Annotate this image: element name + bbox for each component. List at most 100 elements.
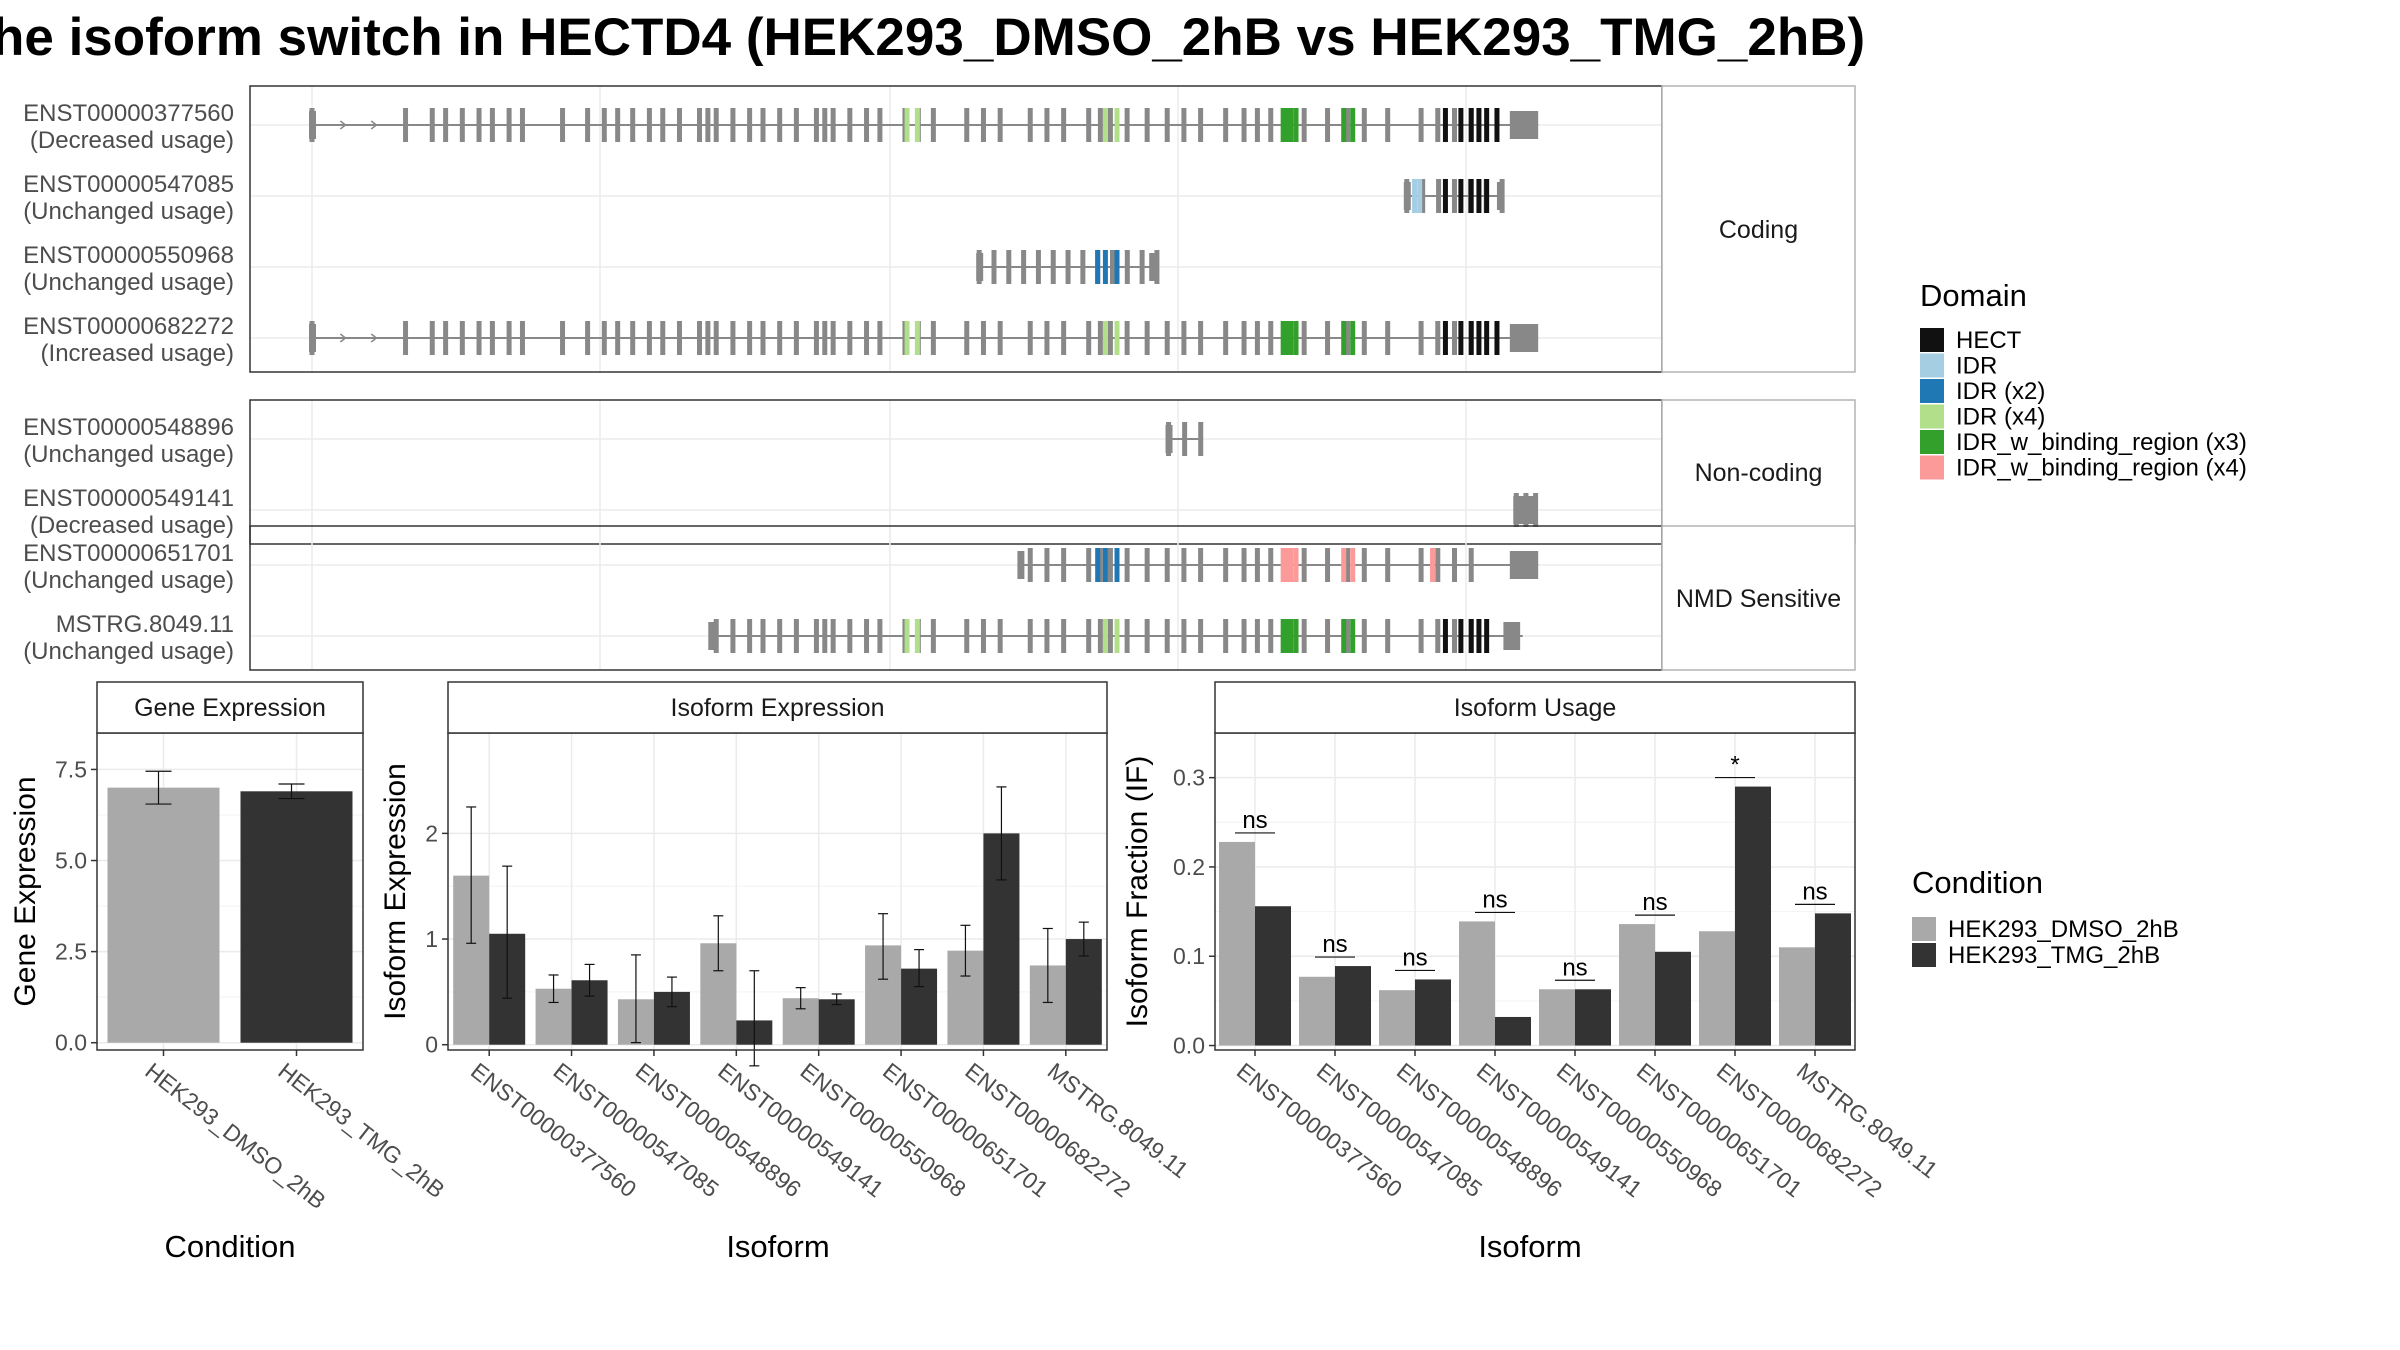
exon-block [1006,250,1012,284]
domain-exon [1102,619,1108,653]
exon-block [997,619,1003,653]
exon-block [1241,619,1247,653]
exon-block [813,321,819,355]
domain-legend-label: HECT [1956,327,2022,354]
exon-block [1268,108,1274,142]
exon-block [1418,321,1424,355]
domain-exon [1458,108,1464,142]
y-tick-label: 2 [425,820,438,846]
domain-exon [1484,179,1490,213]
exon-block [1044,108,1050,142]
exon-block [930,619,936,653]
strand-arrow-icon [339,333,347,343]
exon-block [601,108,607,142]
domain-exon [1350,108,1356,142]
exon-block [1164,108,1170,142]
domain-exon [1114,108,1120,142]
exon-block [1124,548,1130,582]
exon-block [1144,108,1150,142]
exon-block [1050,250,1056,284]
exon-block [1021,250,1027,284]
exon-block [1086,619,1092,653]
domain-legend-swatch [1920,455,1944,480]
exon-block [822,321,828,355]
exon-block [1435,619,1441,653]
exon-block [1044,548,1050,582]
exon-block [1385,619,1391,653]
utr-block [1496,182,1503,210]
exon-block [1241,108,1247,142]
panel-strip-label: Gene Expression [134,694,326,722]
exon-block [1418,108,1424,142]
exon-block [1198,619,1204,653]
domain-exon [904,108,910,142]
domain-exon [1293,548,1299,582]
isoform-usage-label: (Unchanged usage) [23,638,234,665]
exon-block [1182,422,1188,456]
domain-exon [1468,108,1474,142]
exon-block [1165,425,1173,453]
bar-HEK293_TMG_2hB-ENST00000651701 [1655,951,1691,1046]
exon-block [760,619,766,653]
exon-block [1325,321,1331,355]
exon-block [713,321,719,355]
exon-block [864,321,870,355]
exon-block [1164,321,1170,355]
domain-exon [904,321,910,355]
exon-block [1027,548,1033,582]
exon-block [991,250,997,284]
exon-block [1301,619,1307,653]
structure-section-label: Coding [1719,216,1798,244]
exon-block [1086,548,1092,582]
exon-block [1436,179,1442,213]
exon-block [585,108,591,142]
exon-block [585,321,591,355]
exon-block [1107,321,1113,355]
bar-HEK293_TMG_2hB-ENST00000550968 [818,999,855,1045]
domain-exon [1442,108,1448,142]
significance-label: * [1730,752,1739,779]
x-tick-label: MSTRG.8049.11 [1792,1057,1943,1183]
exon-block [1223,108,1229,142]
y-tick-label: 0 [425,1032,438,1058]
domain-exon [1280,108,1286,142]
isoform-usage-label: (Decreased usage) [30,512,234,539]
exon-block [476,321,482,355]
exon-block [1361,108,1367,142]
domain-exon [1280,548,1286,582]
domain-exon [1350,548,1356,582]
exon-block [964,619,970,653]
exon-block [1097,619,1103,653]
domain-legend-swatch [1920,430,1944,454]
domain-exon [1476,108,1482,142]
domain-exon [1293,321,1299,355]
bar-panel-2: 012ENST00000377560ENST00000547085ENST000… [379,681,1194,1264]
exon-block [1451,619,1457,653]
exon-block [877,619,883,653]
exon-block [1198,108,1204,142]
exon-block [730,321,736,355]
exon-block [1061,108,1067,142]
isoform-id-label: ENST00000549141 [23,485,234,512]
domain-exon [1280,321,1286,355]
significance-label: ns [1402,944,1427,971]
domain-exon [1114,548,1120,582]
x-tick-label: MSTRG.8049.11 [1043,1057,1194,1183]
exon-block [830,108,836,142]
exon-block [877,108,883,142]
exon-block [1385,548,1391,582]
exon-block [930,108,936,142]
domain-exon [914,108,920,142]
domain-exon [1350,619,1356,653]
exon-block [1061,548,1067,582]
exon-block [997,321,1003,355]
bar-HEK293_TMG_2hB [240,791,353,1043]
domain-exon [1458,321,1464,355]
exon-block [601,321,607,355]
structure-section-strip [1661,525,1856,671]
exon-block [459,321,465,355]
bar-HEK293_TMG_2hB-MSTRG.8049.11 [1065,939,1102,1045]
exon-block [1017,551,1025,579]
exon-block [1065,250,1071,284]
exon-block [813,108,819,142]
